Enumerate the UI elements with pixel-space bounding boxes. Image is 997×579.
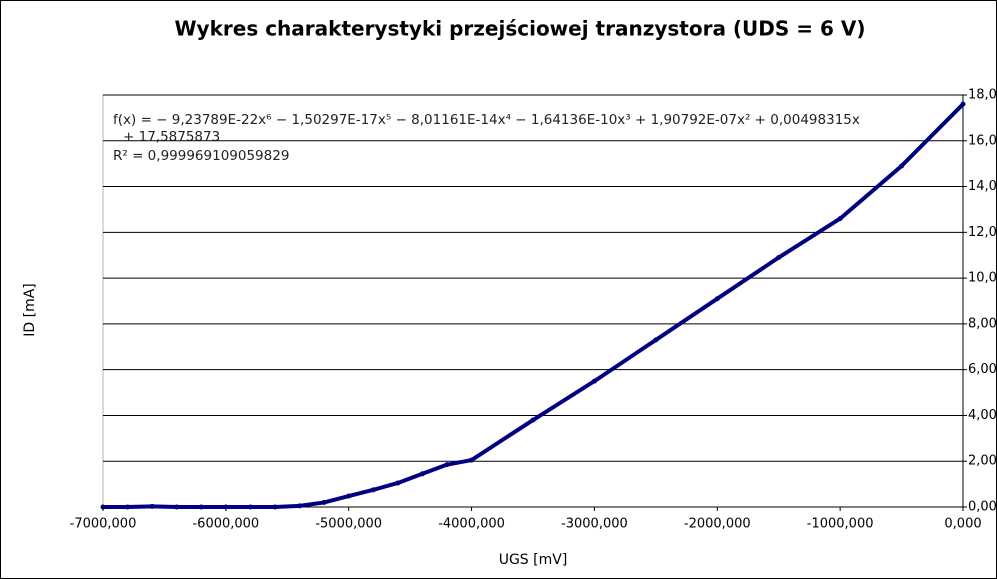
annotation: f(x) = − 9,23789E-22x⁶ − 1,50297E-17x⁵ −… xyxy=(113,112,860,128)
y-tick-label: 16,000 xyxy=(968,133,997,148)
data-point xyxy=(346,493,352,499)
y-tick-label: 18,000 xyxy=(968,88,997,103)
y-tick-label: 12,000 xyxy=(968,225,997,240)
y-tick-label: 6,000 xyxy=(968,362,997,377)
data-point xyxy=(419,471,425,477)
annotation: R² = 0,999969109059829 xyxy=(113,148,289,164)
data-point xyxy=(837,216,843,222)
data-point xyxy=(100,504,106,510)
y-tick-label: 2,000 xyxy=(968,454,997,469)
data-point xyxy=(149,503,155,509)
data-point xyxy=(174,504,180,510)
y-tick-label: 4,000 xyxy=(968,408,997,423)
data-point xyxy=(469,457,475,463)
x-tick-label: -2000,000 xyxy=(684,517,751,532)
annotation: + 17,5875873 xyxy=(123,129,220,145)
data-point xyxy=(297,503,303,509)
data-point xyxy=(714,296,720,302)
chart-title: Wykres charakterystyki przejściowej tran… xyxy=(175,17,866,41)
x-axis-label: UGS [mV] xyxy=(499,552,568,568)
x-tick-label: -5000,000 xyxy=(315,517,382,532)
x-tick-label: -7000,000 xyxy=(70,517,137,532)
data-point xyxy=(395,480,401,486)
data-point xyxy=(198,504,204,510)
data-point xyxy=(444,462,450,468)
data-point xyxy=(591,378,597,384)
data-point xyxy=(223,504,229,510)
x-tick-label: -4000,000 xyxy=(438,517,505,532)
data-point xyxy=(776,255,782,261)
x-tick-label: -6000,000 xyxy=(192,517,259,532)
data-point xyxy=(272,504,278,510)
y-axis-label: ID [mA] xyxy=(22,283,38,337)
x-tick-label: -1000,000 xyxy=(807,517,874,532)
y-tick-label: 8,000 xyxy=(968,316,997,331)
x-tick-label: -3000,000 xyxy=(561,517,628,532)
data-point xyxy=(899,163,905,169)
y-tick-label: 0,000 xyxy=(968,500,997,515)
data-line xyxy=(103,102,965,509)
data-point xyxy=(321,499,327,505)
data-point xyxy=(125,504,131,510)
y-tick-label: 14,000 xyxy=(968,179,997,194)
y-tick-label: 10,000 xyxy=(968,271,997,286)
data-point xyxy=(247,504,253,510)
data-point xyxy=(530,417,536,423)
x-tick-label: 0,000 xyxy=(944,517,981,532)
data-point xyxy=(653,337,659,343)
data-point xyxy=(960,101,966,107)
plot-area xyxy=(102,94,964,508)
data-point xyxy=(370,487,376,493)
